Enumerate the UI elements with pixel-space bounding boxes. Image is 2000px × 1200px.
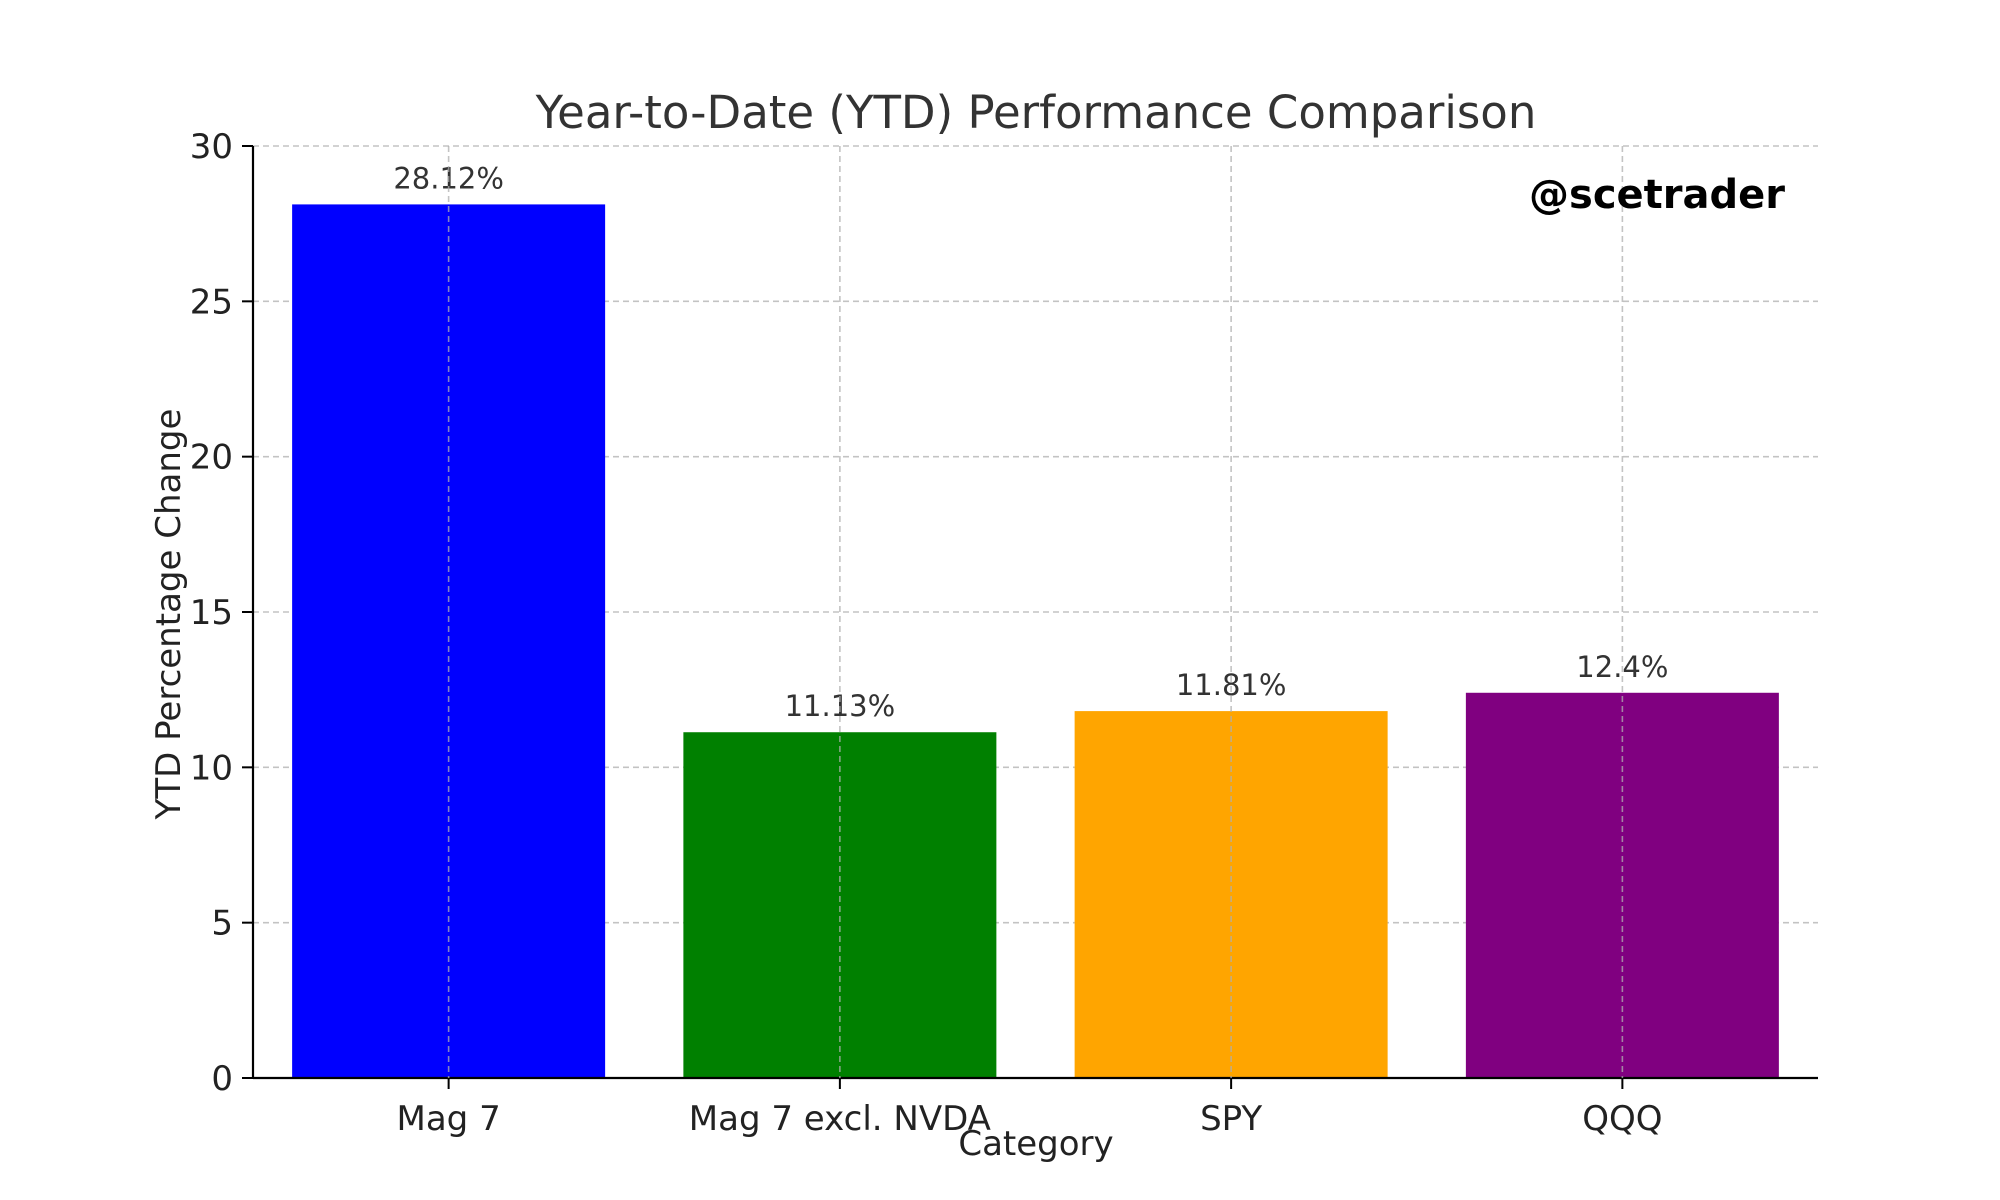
y-tick-label-6: 30: [190, 127, 233, 167]
y-tick-label-4: 20: [190, 438, 233, 478]
y-tick-label-5: 25: [190, 282, 233, 322]
y-tick-label-2: 10: [190, 748, 233, 788]
x-tick-label-2: SPY: [1200, 1099, 1262, 1139]
x-axis-label: Category: [958, 1124, 1113, 1164]
bars: [292, 204, 1779, 1078]
y-tick-label-3: 15: [190, 593, 233, 633]
y-axis-label: YTD Percentage Change: [149, 409, 189, 821]
x-tick-label-1: Mag 7 excl. NVDA: [689, 1099, 991, 1139]
y-tick-label-0: 0: [211, 1059, 233, 1099]
y-tick-label-1: 5: [211, 904, 233, 944]
x-tick-label-0: Mag 7: [397, 1099, 501, 1139]
axes: 0 5 10 15 20 25 30 Mag 7 Mag 7 excl. NVDA SPY QQQ: [190, 127, 1818, 1139]
x-tick-label-3: QQQ: [1582, 1099, 1662, 1139]
chart-title: Year-to-Date (YTD) Performance Compariso…: [535, 86, 1537, 139]
labels: 28.12%11.13%11.81%12.4%: [393, 146, 1668, 1078]
watermark-annotation: @scetrader: [1529, 172, 1785, 218]
